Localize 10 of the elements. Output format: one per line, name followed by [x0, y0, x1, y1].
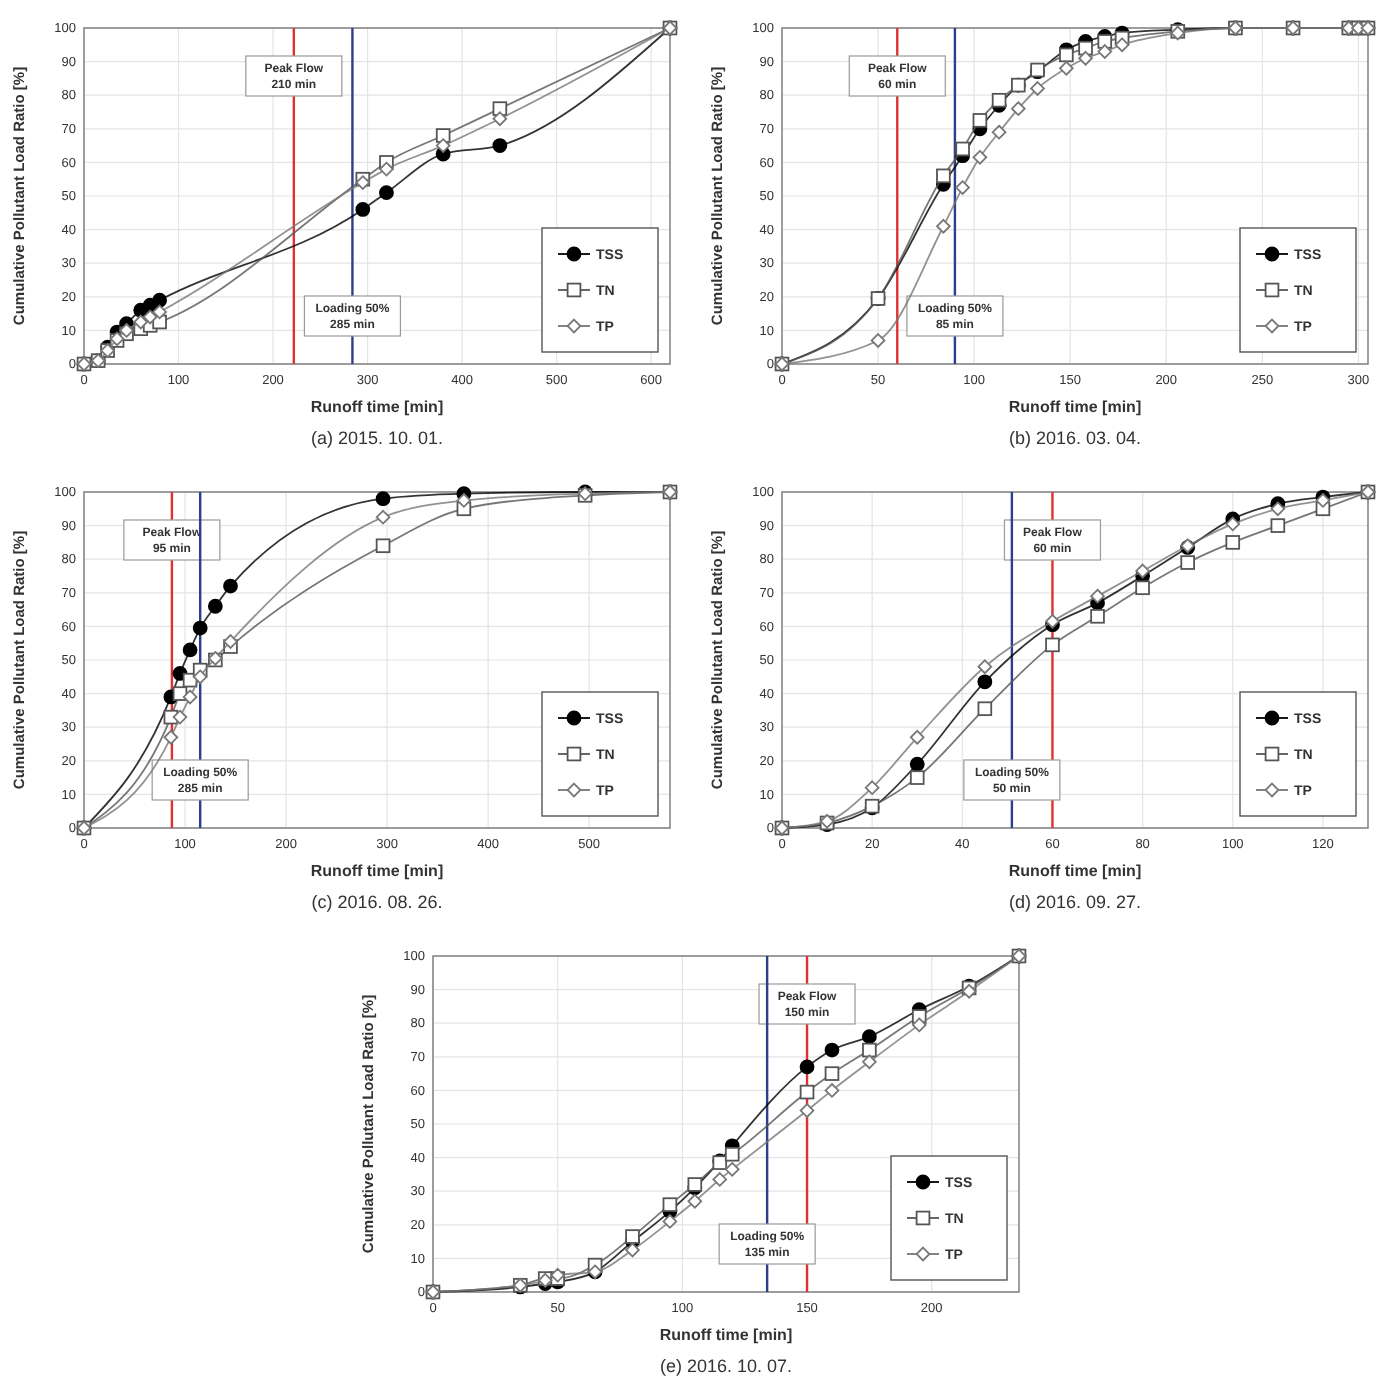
x-axis-title: Runoff time [min]: [310, 398, 444, 416]
text: (e) 2016. 10. 07.: [659, 1356, 793, 1376]
text: (d) 2016. 09. 27.: [1008, 892, 1142, 912]
x-axis-title: Runoff time [min]: [1008, 862, 1142, 880]
x-axis-title: Runoff time [min]: [1008, 398, 1142, 416]
x-axis-title: Runoff time [min]: [659, 1326, 793, 1344]
text: (c) 2016. 08. 26.: [311, 892, 443, 912]
text: (b) 2016. 03. 04.: [1008, 428, 1142, 448]
x-axis-title: Runoff time [min]: [310, 862, 444, 880]
text: (a) 2015. 10. 01.: [310, 428, 444, 448]
